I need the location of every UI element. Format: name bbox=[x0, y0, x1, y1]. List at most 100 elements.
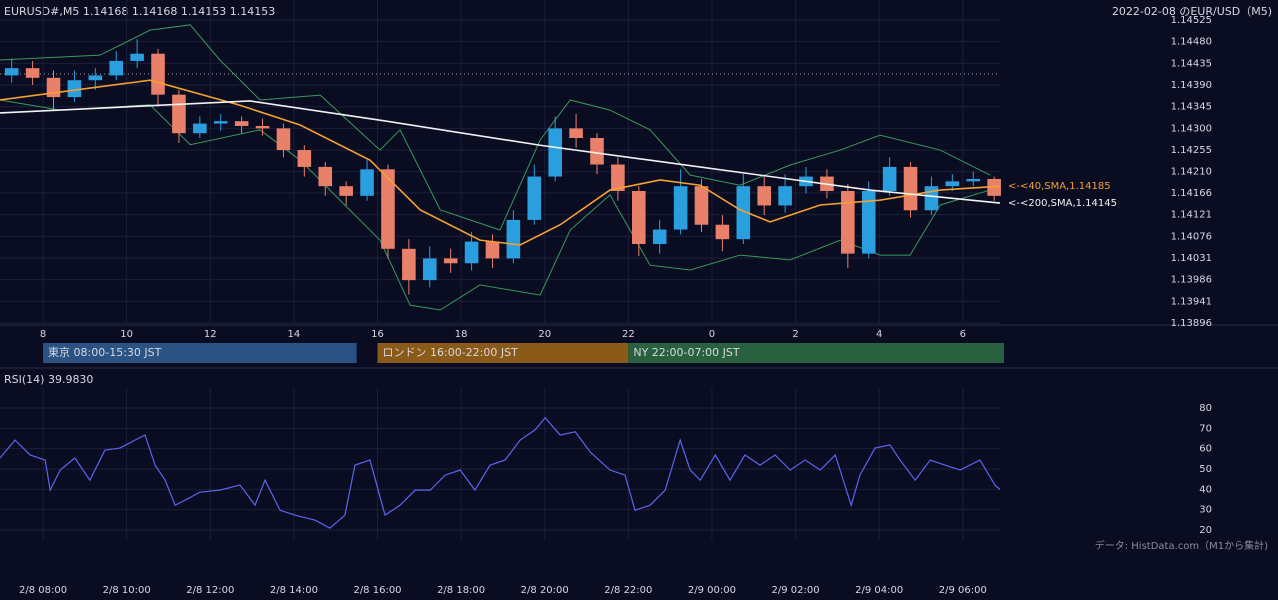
x-tick-label: 2/8 22:00 bbox=[604, 585, 652, 596]
x-tick-label: 4 bbox=[876, 329, 882, 340]
candle-body bbox=[736, 186, 751, 240]
candle-body bbox=[109, 60, 124, 76]
candle-body bbox=[88, 75, 103, 81]
y-tick-label: 1.13896 bbox=[1171, 318, 1212, 329]
x-tick-label: 2/8 08:00 bbox=[19, 585, 67, 596]
y-tick-label: 1.14480 bbox=[1171, 37, 1212, 48]
y-tick-label: 80 bbox=[1199, 403, 1212, 414]
candle-body bbox=[130, 53, 144, 61]
sma-label: <-<40,SMA,1.14185 bbox=[1008, 181, 1111, 192]
session-label: ロンドン 16:00-22:00 JST bbox=[383, 346, 519, 359]
candle-body bbox=[4, 68, 19, 76]
sma-line bbox=[0, 100, 1001, 204]
x-tick-label: 2/9 02:00 bbox=[772, 585, 820, 596]
chart-title: EURUSD#,M5 1.14168 1.14168 1.14153 1.141… bbox=[4, 5, 275, 18]
x-tick-label: 2/8 10:00 bbox=[103, 585, 151, 596]
candle-body bbox=[673, 186, 688, 230]
candle-body bbox=[882, 166, 897, 192]
candle-body bbox=[360, 169, 374, 196]
y-tick-label: 30 bbox=[1199, 505, 1212, 516]
session-label: 東京 08:00-15:30 JST bbox=[48, 345, 162, 359]
candle-body bbox=[966, 178, 981, 182]
y-tick-label: 1.14390 bbox=[1171, 80, 1212, 91]
x-tick-label: 2/8 18:00 bbox=[437, 585, 485, 596]
x-tick-label: 2/8 12:00 bbox=[186, 585, 234, 596]
x-tick-label: 2 bbox=[792, 329, 798, 340]
y-tick-label: 70 bbox=[1199, 423, 1212, 434]
x-tick-label: 14 bbox=[288, 329, 301, 340]
x-tick-label: 16 bbox=[371, 329, 384, 340]
x-tick-label: 20 bbox=[538, 329, 551, 340]
x-tick-label: 18 bbox=[455, 329, 468, 340]
session-bar bbox=[628, 343, 1004, 363]
candle-body bbox=[527, 176, 542, 220]
x-tick-label: 2/9 00:00 bbox=[688, 585, 736, 596]
x-tick-label: 8 bbox=[40, 329, 46, 340]
bollinger-band bbox=[0, 24, 991, 231]
candle-body bbox=[213, 121, 228, 124]
session-bar bbox=[377, 343, 629, 363]
y-tick-label: 1.14300 bbox=[1171, 123, 1212, 134]
candle-body bbox=[318, 166, 333, 187]
x-tick-label: 12 bbox=[204, 329, 217, 340]
candle-body bbox=[381, 169, 395, 249]
x-tick-label: 2/9 06:00 bbox=[939, 585, 987, 596]
candle-body bbox=[67, 80, 82, 98]
candle-body bbox=[778, 186, 792, 206]
candle-body bbox=[276, 128, 291, 151]
candle-body bbox=[422, 258, 437, 281]
candle-body bbox=[694, 186, 709, 225]
candle-body bbox=[652, 229, 667, 244]
candle-body bbox=[193, 123, 207, 134]
candle-body bbox=[506, 219, 521, 259]
x-tick-label: 6 bbox=[960, 329, 966, 340]
y-tick-label: 1.13986 bbox=[1171, 275, 1212, 286]
y-tick-label: 1.14210 bbox=[1171, 167, 1212, 178]
y-tick-label: 1.14121 bbox=[1171, 210, 1212, 221]
session-bar bbox=[43, 343, 357, 363]
footnote: データ: HistData.com（M1から集計) bbox=[1095, 539, 1268, 552]
candle-body bbox=[464, 241, 479, 264]
x-tick-label: 22 bbox=[622, 329, 635, 340]
candle-body bbox=[255, 125, 270, 129]
y-tick-label: 1.14255 bbox=[1171, 145, 1212, 156]
candle-body bbox=[632, 191, 646, 244]
candle-body bbox=[861, 191, 876, 254]
session-label: NY 22:00-07:00 JST bbox=[633, 346, 740, 359]
candle-body bbox=[569, 128, 583, 139]
candle-body bbox=[443, 258, 458, 264]
candle-body bbox=[485, 241, 500, 259]
x-tick-label: 2/8 14:00 bbox=[270, 585, 318, 596]
y-tick-label: 40 bbox=[1199, 484, 1212, 495]
candle-body bbox=[339, 186, 353, 196]
candle-body bbox=[945, 181, 960, 187]
x-tick-label: 2/9 04:00 bbox=[855, 585, 903, 596]
rsi-line bbox=[0, 416, 1001, 529]
y-tick-label: 1.14166 bbox=[1171, 188, 1212, 199]
candle-body bbox=[234, 121, 249, 126]
candle-body bbox=[841, 191, 855, 254]
sma-label: <-<200,SMA,1.14145 bbox=[1008, 198, 1117, 209]
y-tick-label: 1.14435 bbox=[1171, 58, 1212, 69]
y-tick-label: 1.14031 bbox=[1171, 253, 1212, 264]
candle-body bbox=[590, 138, 604, 165]
candle-body bbox=[987, 178, 1001, 196]
y-tick-label: 1.13941 bbox=[1171, 296, 1212, 307]
candle-body bbox=[715, 224, 730, 240]
sma-line bbox=[0, 79, 1001, 246]
candle-body bbox=[297, 150, 312, 167]
chart-subtitle: 2022-02-08 のEUR/USD（M5) bbox=[1112, 5, 1272, 18]
x-tick-label: 2/8 16:00 bbox=[353, 585, 401, 596]
x-tick-label: 2/8 20:00 bbox=[521, 585, 569, 596]
candle-body bbox=[924, 186, 939, 211]
candle-body bbox=[151, 53, 165, 95]
candle-body bbox=[611, 164, 625, 192]
x-tick-label: 0 bbox=[709, 329, 715, 340]
y-tick-label: 50 bbox=[1199, 464, 1212, 475]
candle-body bbox=[402, 248, 416, 281]
y-tick-label: 20 bbox=[1199, 525, 1212, 536]
y-tick-label: 1.14076 bbox=[1171, 231, 1212, 242]
